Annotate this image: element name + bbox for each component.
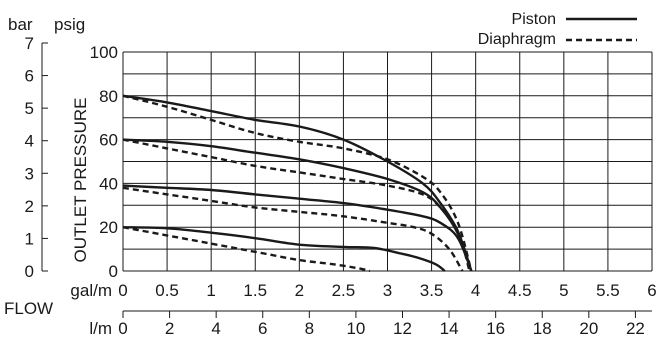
gpm-tick-label-3: 1.5 (243, 281, 267, 300)
bar-tick-label-4: 4 (25, 132, 34, 151)
gpm-tick-label-11: 5.5 (596, 281, 620, 300)
gpm-tick-label-6: 3 (383, 281, 392, 300)
piston-curve-0 (122, 94, 473, 272)
series-lines (122, 94, 473, 273)
lpm-tick-label-11: 22 (626, 319, 645, 338)
diaphragm-curve-4 (122, 94, 473, 272)
legend-label-piston: Piston (512, 11, 556, 28)
gpm-tick-label-5: 2.5 (332, 281, 356, 300)
diaphragm-curve-7 (122, 226, 371, 273)
bar-unit-label: bar (8, 15, 33, 34)
lpm-tick-label-4: 8 (305, 319, 314, 338)
diaphragm-curve-5 (122, 138, 471, 272)
lpm-tick-label-6: 12 (393, 319, 412, 338)
piston-curve-3 (122, 226, 446, 272)
diaphragm-curve-6 (122, 186, 464, 272)
lpm-tick-label-5: 10 (346, 319, 365, 338)
psig-tick-label-3: 60 (99, 131, 118, 150)
lpm-tick-label-10: 20 (579, 319, 598, 338)
lpm-tick-label-9: 18 (533, 319, 552, 338)
gpm-tick-label-10: 5 (559, 281, 568, 300)
bar-tick-label-5: 5 (25, 99, 34, 118)
gpm-tick-label-4: 2 (295, 281, 304, 300)
bar-tick-label-6: 6 (25, 67, 34, 86)
lpm-tick-label-3: 6 (258, 319, 267, 338)
psig-tick-label-2: 40 (99, 174, 118, 193)
psig-tick-label-0: 0 (109, 262, 118, 281)
legend-label-diaphragm: Diaphragm (478, 31, 556, 48)
piston-curve-2 (122, 184, 473, 272)
lpm-tick-label-0: 0 (118, 319, 127, 338)
bar-tick-label-3: 3 (25, 164, 34, 183)
psig-unit-label: psig (54, 15, 85, 34)
gpm-tick-label-9: 4.5 (508, 281, 532, 300)
y-axis-title: OUTLET PRESSURE (71, 97, 90, 262)
bar-tick-label-2: 2 (25, 197, 34, 216)
lpm-tick-label-8: 16 (486, 319, 505, 338)
axis-labels: bar psig OUTLET PRESSURE gal/m FLOW l/m (4, 15, 112, 338)
bar-tick-label-0: 0 (25, 262, 34, 281)
lpm-tick-label-2: 4 (211, 319, 220, 338)
gpm-tick-label-8: 4 (471, 281, 480, 300)
x-axis-title: FLOW (4, 299, 53, 318)
gpm-tick-label-7: 3.5 (420, 281, 444, 300)
bar-tick-label-7: 7 (25, 34, 34, 53)
legend: Piston Diaphragm (478, 11, 637, 48)
lpm-unit-label: l/m (89, 319, 112, 338)
gpm-tick-label-1: 0.5 (155, 281, 179, 300)
gpm-tick-label-0: 0 (118, 281, 127, 300)
gpm-unit-label: gal/m (70, 281, 112, 300)
lpm-tick-label-1: 2 (165, 319, 174, 338)
gpm-tick-label-12: 6 (647, 281, 656, 300)
bar-tick-label-1: 1 (25, 229, 34, 248)
psig-tick-label-5: 100 (90, 43, 118, 62)
psig-tick-label-4: 80 (99, 87, 118, 106)
psig-tick-label-1: 20 (99, 218, 118, 237)
gpm-tick-label-2: 1 (206, 281, 215, 300)
lpm-tick-label-7: 14 (440, 319, 459, 338)
grid (122, 51, 653, 272)
